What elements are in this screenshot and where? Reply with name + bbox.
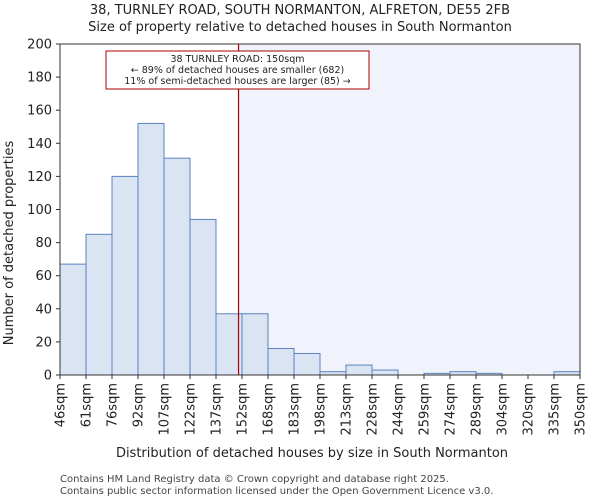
x-tick-label: 304sqm bbox=[496, 383, 511, 436]
x-tick-label: 168sqm bbox=[262, 383, 277, 436]
histogram-bar bbox=[293, 352, 321, 376]
histogram-bar bbox=[59, 263, 87, 376]
x-axis-label: Distribution of detached houses by size … bbox=[116, 446, 508, 461]
histogram-bar bbox=[267, 348, 295, 376]
y-tick-label: 80 bbox=[35, 236, 52, 251]
annotation-box bbox=[105, 50, 370, 90]
x-tick-label: 274sqm bbox=[444, 383, 459, 436]
y-tick-label: 0 bbox=[44, 369, 52, 384]
x-tick-label: 152sqm bbox=[236, 383, 251, 436]
annotation-line-1: 38 TURNLEY ROAD: 150sqm bbox=[170, 54, 304, 65]
x-tick-label: 76sqm bbox=[106, 383, 121, 427]
x-tick-label: 244sqm bbox=[392, 383, 407, 436]
y-tick-label: 180 bbox=[27, 71, 52, 86]
footer-line-1: Contains HM Land Registry data © Crown c… bbox=[60, 474, 449, 485]
histogram-bar bbox=[241, 313, 269, 376]
y-tick-label: 20 bbox=[35, 335, 52, 350]
x-tick-label: 198sqm bbox=[314, 383, 329, 436]
histogram-bar bbox=[85, 233, 113, 376]
y-tick-label: 120 bbox=[27, 170, 52, 185]
x-tick-label: 137sqm bbox=[210, 383, 225, 436]
x-tick-label: 228sqm bbox=[366, 383, 381, 436]
histogram-bar bbox=[111, 175, 139, 376]
x-tick-label: 92sqm bbox=[132, 383, 147, 427]
y-tick-label: 160 bbox=[27, 104, 52, 119]
larger-region-shade bbox=[238, 44, 581, 375]
x-tick-label: 320sqm bbox=[522, 383, 537, 436]
x-tick-label: 335sqm bbox=[548, 383, 563, 436]
x-tick-label: 61sqm bbox=[80, 383, 95, 427]
y-axis-label: Number of detached properties bbox=[2, 141, 17, 346]
y-tick-label: 200 bbox=[27, 38, 52, 53]
chart-title: 38, TURNLEY ROAD, SOUTH NORMANTON, ALFRE… bbox=[90, 3, 510, 18]
x-tick-label: 289sqm bbox=[470, 383, 485, 436]
x-tick-label: 213sqm bbox=[340, 383, 355, 436]
plot-area: 0 20 40 60 80 100 120 140 160 180 200 46sqm 61sqm 76s… bbox=[27, 38, 588, 436]
x-tick-label: 350sqm bbox=[574, 383, 589, 436]
annotation-line-3: 11% of semi-detached houses are larger (… bbox=[124, 76, 351, 87]
histogram-bar bbox=[345, 364, 373, 376]
histogram-bar bbox=[137, 122, 165, 376]
y-tick-label: 140 bbox=[27, 137, 52, 152]
histogram-bar bbox=[163, 157, 191, 376]
x-tick-label: 122sqm bbox=[184, 383, 199, 436]
footer-line-2: Contains public sector information licen… bbox=[60, 486, 493, 497]
y-tick-label: 60 bbox=[35, 269, 52, 284]
histogram-bar bbox=[215, 313, 243, 376]
y-tick-label: 40 bbox=[35, 302, 52, 317]
x-tick-label: 183sqm bbox=[288, 383, 303, 436]
annotation-line-2: ← 89% of detached houses are smaller (68… bbox=[131, 65, 344, 76]
histogram-bar bbox=[189, 218, 217, 376]
y-tick-label: 100 bbox=[27, 203, 52, 218]
x-tick-label: 259sqm bbox=[418, 383, 433, 436]
x-tick-label: 46sqm bbox=[54, 383, 69, 427]
x-tick-label: 107sqm bbox=[158, 383, 173, 436]
chart-subtitle: Size of property relative to detached ho… bbox=[88, 20, 512, 35]
histogram-bar bbox=[371, 369, 399, 376]
